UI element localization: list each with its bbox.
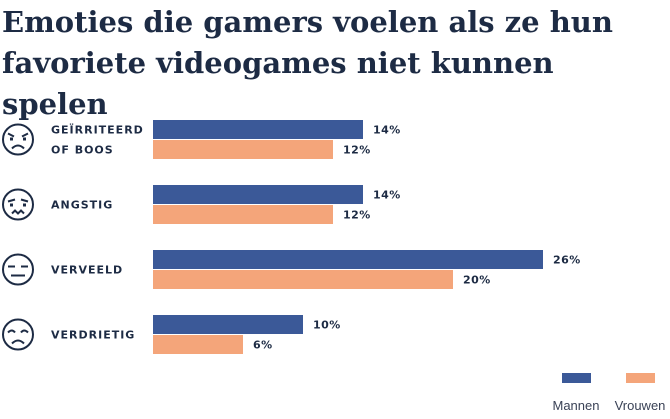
value-labels: 14%12%14%12%26%20%10%6% [253, 124, 581, 352]
data-label: 26% [553, 254, 581, 267]
legend-item: Mannen [553, 373, 600, 413]
bar-vrouwen [153, 205, 333, 224]
right-brow [20, 198, 29, 203]
category-icons [2, 123, 34, 351]
bars [153, 120, 543, 354]
bar-vrouwen [153, 140, 333, 159]
bar-mannen [153, 315, 303, 334]
face-outline [2, 123, 34, 156]
chart-title: Emoties die gamers voelen als ze hun fav… [2, 5, 613, 121]
category-label: VERDRIETIG [51, 329, 135, 342]
bar-mannen [153, 185, 363, 204]
legend-swatch [562, 373, 591, 383]
data-label: 14% [373, 189, 401, 202]
category-label: ANGSTIG [51, 199, 113, 212]
legend: Mannen Vrouwen [553, 373, 666, 413]
left-eye [7, 329, 16, 334]
data-label: 6% [253, 339, 273, 352]
mouth [11, 209, 25, 215]
mouth [11, 144, 25, 150]
face-outline [2, 318, 34, 351]
bar-vrouwen [153, 335, 243, 354]
bar-vrouwen [153, 270, 453, 289]
anxious-face-icon [2, 188, 34, 221]
data-label: 12% [343, 209, 371, 222]
right-eye [23, 203, 26, 207]
legend-label: Vrouwen [615, 398, 666, 413]
category-labels: GEÏRRITEERD OF BOOS ANGSTIG VERVEELD VERDRIE… [51, 123, 144, 342]
mouth [11, 339, 25, 345]
right-eye [20, 329, 29, 334]
category-label: VERVEELD [51, 264, 123, 277]
category-label: GEÏRRITEERD [51, 123, 144, 137]
legend-label: Mannen [553, 398, 600, 413]
bar-mannen [153, 120, 363, 139]
left-eye [10, 137, 13, 141]
data-label: 12% [343, 144, 371, 157]
left-brow [7, 132, 15, 138]
data-label: 10% [313, 319, 341, 332]
left-brow [7, 198, 16, 203]
data-label: 14% [373, 124, 401, 137]
angry-face-icon [2, 123, 34, 156]
left-eye [10, 203, 13, 207]
bored-face-icon [2, 253, 34, 286]
bar-mannen [153, 250, 543, 269]
category-label: OF BOOS [51, 144, 114, 157]
legend-swatch [626, 373, 655, 383]
right-eye [23, 137, 26, 141]
right-brow [21, 132, 29, 138]
face-outline [2, 253, 34, 286]
data-label: 20% [463, 274, 491, 287]
sad-face-icon [2, 318, 34, 351]
legend-item: Vrouwen [615, 373, 666, 413]
face-outline [2, 188, 34, 221]
